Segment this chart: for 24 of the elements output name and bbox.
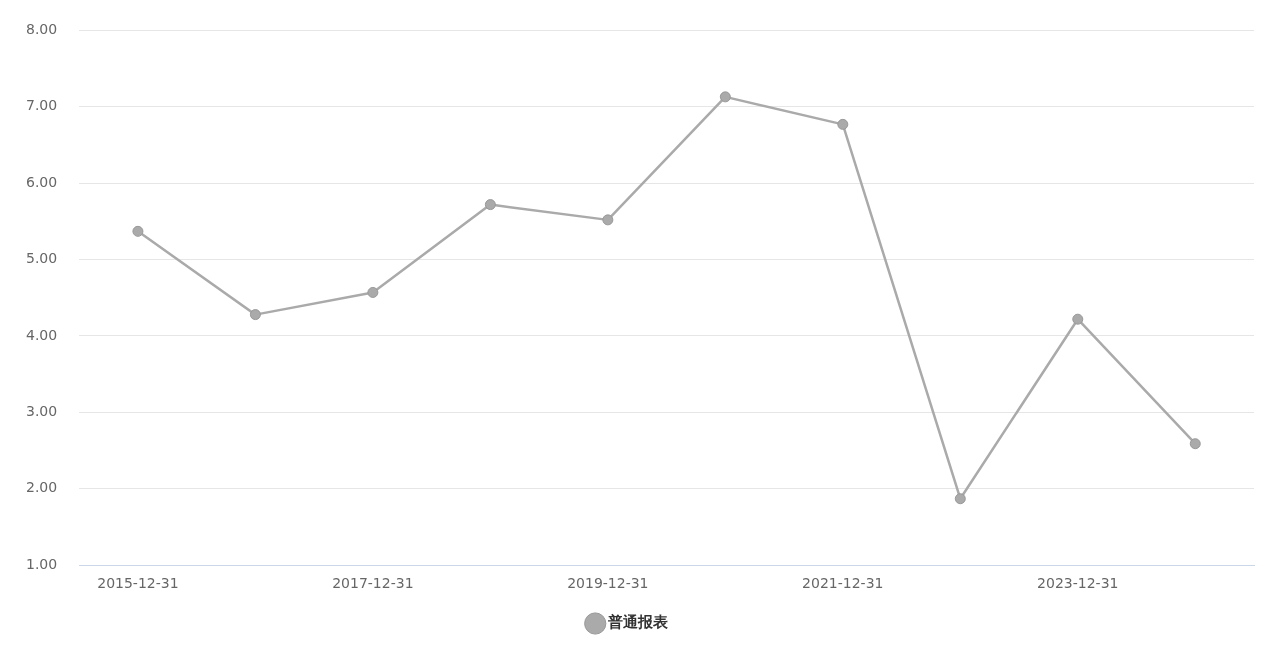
x-tick-label: 2023-12-31	[1037, 575, 1119, 592]
x-tick-label: 2021-12-31	[802, 575, 884, 592]
point	[837, 118, 849, 130]
y-tick-label: 8.00	[26, 21, 58, 38]
point	[1072, 313, 1084, 325]
point	[602, 214, 614, 226]
y-tick-label: 7.00	[26, 97, 58, 114]
point	[1189, 438, 1201, 450]
point	[367, 286, 379, 298]
point	[719, 91, 731, 103]
x-tick-label: 2017-12-31	[332, 575, 414, 592]
legend-label: 普通报表	[606, 613, 669, 632]
y-tick-label: 6.00	[26, 173, 58, 190]
y-tick-label: 5.00	[26, 250, 58, 267]
x-tick-label: 2015-12-31	[97, 575, 179, 592]
y-tick-label: 4.00	[26, 326, 58, 343]
point	[954, 493, 966, 505]
point	[249, 309, 261, 321]
y-tick-label: 2.00	[26, 479, 58, 496]
point	[132, 225, 144, 237]
x-tick-label: 2019-12-31	[567, 575, 649, 592]
y-tick-label: 3.00	[26, 403, 58, 420]
point	[484, 199, 496, 211]
y-tick-label: 1.00	[26, 555, 58, 572]
